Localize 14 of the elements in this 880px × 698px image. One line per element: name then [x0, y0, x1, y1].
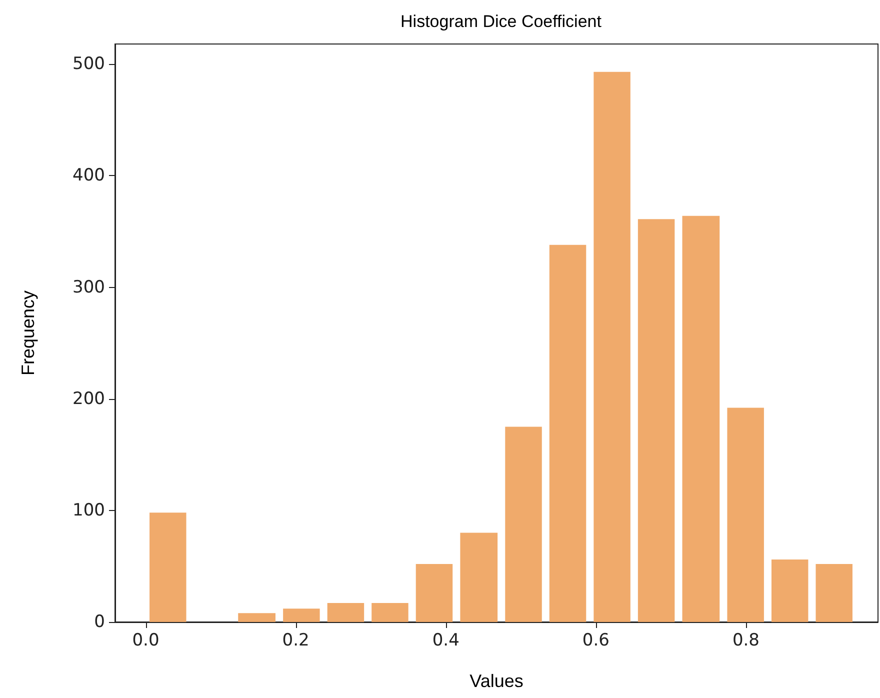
y-tick-label: 100 — [72, 500, 105, 520]
x-axis-title: Values — [470, 671, 524, 691]
y-tick-label: 400 — [72, 166, 105, 186]
x-tick-label: 0.8 — [732, 630, 760, 650]
y-tick-label: 300 — [72, 277, 105, 298]
chart-title: Histogram Dice Coefficient — [400, 12, 602, 31]
y-tick-label: 500 — [72, 54, 105, 74]
x-tick-label: 0.4 — [432, 630, 460, 650]
x-tick-label: 0.2 — [282, 630, 310, 650]
y-tick-label: 0 — [94, 612, 105, 632]
x-tick-label: 0.0 — [132, 630, 160, 650]
x-tick-label: 0.6 — [582, 630, 610, 650]
y-tick-label: 200 — [72, 388, 105, 409]
y-axis-title: Frequency — [18, 290, 38, 376]
